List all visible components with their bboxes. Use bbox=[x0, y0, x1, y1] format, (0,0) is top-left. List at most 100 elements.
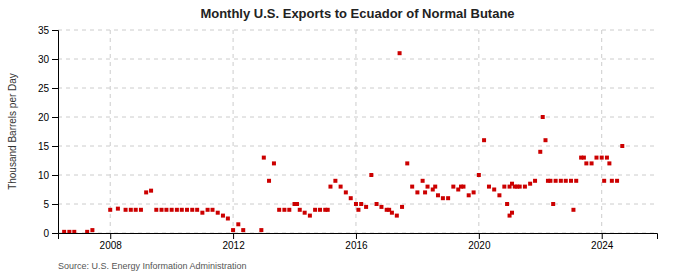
point bbox=[541, 115, 545, 119]
y-grid-line bbox=[58, 175, 657, 176]
point bbox=[200, 211, 204, 215]
point bbox=[160, 208, 164, 212]
point bbox=[326, 208, 330, 212]
point bbox=[398, 51, 402, 55]
point bbox=[267, 179, 271, 183]
y-tick: 5 bbox=[43, 199, 58, 210]
x-tick-mark bbox=[479, 233, 480, 239]
point bbox=[615, 179, 619, 183]
chart: 2008201220162020202405101520253035Monthl… bbox=[0, 0, 675, 275]
point bbox=[349, 196, 353, 200]
point bbox=[170, 208, 174, 212]
point bbox=[185, 208, 189, 212]
point bbox=[492, 188, 496, 192]
point bbox=[206, 208, 210, 212]
y-tick-label: 15 bbox=[38, 141, 50, 152]
point bbox=[410, 185, 414, 189]
point bbox=[364, 205, 368, 209]
y-grid-line bbox=[58, 59, 657, 60]
points bbox=[62, 51, 624, 233]
y-grid-line bbox=[58, 146, 657, 147]
point bbox=[564, 179, 568, 183]
point bbox=[221, 214, 225, 218]
point bbox=[287, 208, 291, 212]
x-grid-line bbox=[478, 30, 479, 233]
point bbox=[400, 205, 404, 209]
point bbox=[108, 208, 112, 212]
point bbox=[602, 179, 606, 183]
point bbox=[295, 202, 299, 206]
point bbox=[610, 179, 614, 183]
point bbox=[369, 173, 373, 177]
y-tick-label: 30 bbox=[38, 54, 50, 65]
point bbox=[356, 208, 360, 212]
y-tick-label: 5 bbox=[43, 199, 49, 210]
point bbox=[175, 208, 179, 212]
point bbox=[154, 208, 158, 212]
x-tick-mark bbox=[233, 233, 234, 239]
point bbox=[487, 185, 491, 189]
annotation: Source: U.S. Energy Information Administ… bbox=[58, 261, 247, 271]
y-tick-mark bbox=[52, 175, 58, 176]
x-grid-line bbox=[233, 30, 234, 233]
point bbox=[216, 211, 220, 215]
point bbox=[415, 190, 419, 194]
point bbox=[584, 161, 588, 165]
y-tick: 35 bbox=[38, 25, 58, 36]
x-tick-label: 2016 bbox=[345, 240, 368, 251]
point bbox=[195, 208, 199, 212]
y-grid-line bbox=[58, 88, 657, 89]
point bbox=[502, 185, 506, 189]
point bbox=[164, 208, 168, 212]
point bbox=[505, 202, 509, 206]
point bbox=[559, 179, 563, 183]
point bbox=[459, 185, 463, 189]
point bbox=[129, 208, 133, 212]
x-tick: 2024 bbox=[591, 233, 614, 251]
y-tick: 10 bbox=[38, 170, 58, 181]
x-tick: 2016 bbox=[345, 233, 368, 251]
y-grid-line bbox=[58, 30, 657, 31]
point bbox=[446, 196, 450, 200]
point bbox=[467, 193, 471, 197]
point bbox=[421, 179, 425, 183]
point bbox=[116, 207, 120, 211]
x-tick-label: 2020 bbox=[468, 240, 491, 251]
x-grid-line bbox=[110, 30, 111, 233]
point bbox=[395, 214, 399, 218]
x-tick: 2012 bbox=[222, 233, 245, 251]
point bbox=[149, 189, 153, 193]
point bbox=[607, 161, 611, 165]
point bbox=[62, 230, 66, 233]
point bbox=[554, 179, 558, 183]
y-tick-mark bbox=[52, 146, 58, 147]
y-tick-mark bbox=[52, 88, 58, 89]
point bbox=[426, 185, 430, 189]
point bbox=[423, 190, 427, 194]
point bbox=[477, 173, 481, 177]
point bbox=[339, 185, 343, 189]
y-tick-label: 35 bbox=[38, 25, 50, 36]
point bbox=[538, 150, 542, 154]
point bbox=[528, 182, 532, 186]
y-axis-line bbox=[52, 31, 59, 234]
point bbox=[574, 179, 578, 183]
point bbox=[139, 208, 143, 212]
y-axis: 05101520253035 bbox=[38, 25, 59, 239]
point bbox=[510, 211, 514, 215]
point bbox=[308, 214, 312, 218]
point bbox=[259, 228, 263, 232]
x-tick-mark bbox=[602, 233, 603, 239]
y-tick-label: 20 bbox=[38, 112, 50, 123]
x-tick-label: 2008 bbox=[100, 240, 123, 251]
point bbox=[451, 185, 455, 189]
point bbox=[594, 156, 598, 160]
point bbox=[272, 161, 276, 165]
point bbox=[375, 202, 379, 206]
point bbox=[497, 193, 501, 197]
point bbox=[551, 202, 555, 206]
point bbox=[67, 230, 71, 233]
point bbox=[180, 208, 184, 212]
x-tick-label: 2024 bbox=[591, 240, 614, 251]
point bbox=[241, 228, 245, 232]
